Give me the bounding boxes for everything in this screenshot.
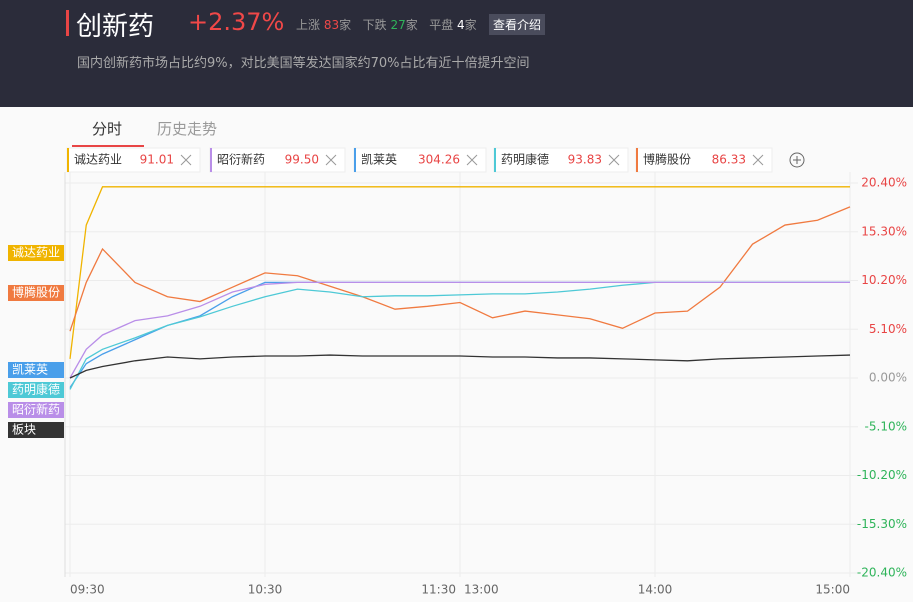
flat-label: 平盘: [429, 18, 454, 32]
series-tag-label: 昭衍新药: [12, 402, 60, 417]
chip-price: 93.83: [568, 153, 602, 167]
y-tick-label: 15.30%: [861, 224, 907, 238]
y-tick-label: 5.10%: [869, 322, 907, 336]
down-count: 27: [390, 18, 406, 32]
chip-accent: [67, 148, 69, 172]
series-line: [69, 206, 851, 332]
unit: 家: [339, 18, 352, 32]
chip-price: 86.33: [712, 153, 746, 167]
chip-accent: [636, 148, 638, 172]
series-line: [69, 354, 851, 379]
series-tag-label: 凯莱英: [12, 363, 48, 377]
series-tag: [8, 402, 64, 418]
tab[interactable]: 分时: [92, 120, 123, 138]
series-tag-label: 板块: [12, 423, 36, 437]
series-tag: [8, 245, 64, 261]
chip-close[interactable]: [608, 154, 620, 166]
series-tag: [8, 362, 64, 378]
chip: [209, 147, 346, 173]
chip-close[interactable]: [466, 154, 478, 166]
series-tag: [8, 422, 64, 438]
title: 创新药: [76, 12, 155, 42]
up-label: 上涨: [296, 18, 321, 32]
chip: [493, 147, 629, 173]
y-tick-label: -5.10%: [865, 419, 907, 433]
tab[interactable]: 历史走势: [157, 120, 218, 138]
chip-name: 诚达药业: [74, 153, 122, 167]
x-tick-label: 10:30: [248, 583, 283, 597]
x-tick-label: 14:00: [638, 583, 673, 597]
series-tag-label: 药明康德: [12, 382, 60, 397]
chip: [353, 147, 487, 173]
chip-accent: [210, 148, 212, 172]
chip-name: 药明康德: [501, 152, 549, 167]
series-line: [69, 281, 850, 379]
plot-bg: [65, 172, 858, 577]
add-button[interactable]: [789, 152, 805, 168]
series-tag-label: 诚达药业: [12, 246, 60, 260]
chip-close[interactable]: [325, 154, 337, 166]
chip-close[interactable]: [752, 154, 764, 166]
chip-name: 昭衍新药: [217, 152, 265, 167]
description: 国内创新药市场占比约9%，对比美国等发达国家约70%占比有近十倍提升空间: [77, 56, 530, 71]
y-tick-label: 10.20%: [861, 273, 907, 287]
stats: 上涨 83家 下跌 27家 平盘 4家: [296, 16, 477, 33]
tab-underline: [72, 145, 144, 147]
y-tick-label: -20.40%: [857, 566, 907, 580]
y-tick-label: 20.40%: [861, 176, 907, 190]
chip-accent: [354, 148, 356, 172]
series-line: [69, 186, 850, 359]
chip-price: 99.50: [285, 153, 319, 167]
flat-count: 4: [457, 18, 465, 32]
chip-name: 凯莱英: [361, 153, 397, 167]
chip-price: 91.01: [140, 153, 174, 167]
chip-price: 304.26: [418, 153, 460, 167]
chip-accent: [494, 148, 496, 172]
x-tick-label: 13:00: [464, 583, 499, 597]
y-tick-label: 0.00%: [869, 371, 907, 385]
y-tick-label: -10.20%: [857, 468, 907, 482]
y-tick-label: -15.30%: [857, 517, 907, 531]
chip-close[interactable]: [180, 154, 192, 166]
chip: [635, 147, 773, 173]
series-tag: [8, 382, 64, 398]
accent-bar: [66, 10, 69, 36]
intro-button[interactable]: 查看介绍: [489, 14, 546, 35]
x-tick-label: 11:30: [421, 583, 456, 597]
series-tag: [8, 285, 64, 301]
series-tag-label: 博腾股份: [12, 285, 60, 300]
x-tick-label: 15:00: [815, 583, 850, 597]
x-tick-label: 09:30: [70, 583, 105, 597]
unit: 家: [405, 18, 418, 32]
chip: [66, 147, 201, 173]
down-label: 下跌: [362, 18, 387, 32]
add-icon: [793, 156, 801, 164]
header: 创新药 +2.37% 上涨 83家 下跌 27家 平盘 4家 查看介绍 国内创新…: [0, 0, 913, 107]
chip-name: 博腾股份: [643, 152, 691, 167]
change: +2.37%: [188, 8, 285, 36]
up-count: 83: [323, 18, 340, 32]
unit: 家: [464, 18, 477, 32]
